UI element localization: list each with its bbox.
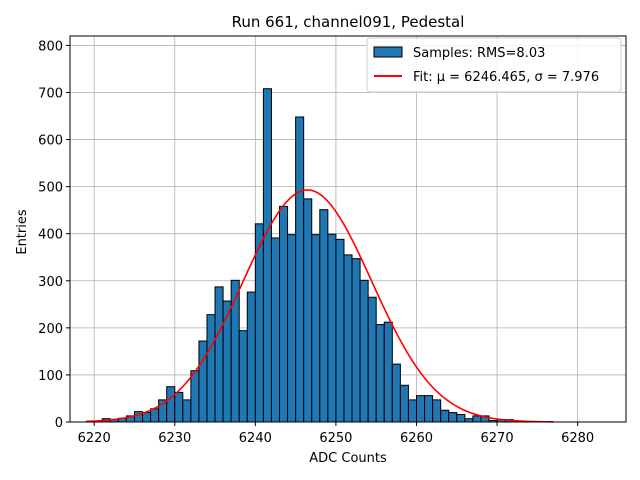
histogram-bar (238, 330, 248, 423)
grid-layer (70, 36, 626, 423)
histogram-bar (383, 321, 393, 423)
histogram-bar (343, 254, 353, 423)
legend-bar-swatch (373, 46, 403, 58)
histogram-bar (432, 399, 442, 423)
y-tick-label: 700 (38, 86, 63, 101)
histogram-bar (335, 238, 345, 423)
histogram-bar (472, 415, 482, 423)
chart-title: Run 661, channel091, Pedestal (232, 13, 465, 31)
histogram-bar (150, 408, 160, 423)
histogram-bar (190, 370, 200, 423)
y-tick-label: 300 (38, 275, 63, 290)
legend-fit-label: Fit: μ = 6246.465, σ = 7.976 (413, 70, 599, 85)
x-tick-label: 6250 (319, 431, 352, 446)
histogram-bar (166, 386, 176, 423)
histogram-bar (319, 209, 329, 423)
y-tick-label: 500 (38, 181, 63, 196)
histogram-bar (198, 340, 208, 423)
y-tick-label: 0 (55, 416, 63, 431)
x-ticks: 6220 6230 6240 6250 6260 6270 6280 (78, 422, 594, 446)
histogram-bar (174, 391, 184, 423)
x-axis-label: ADC Counts (309, 451, 387, 466)
histogram-bar (456, 413, 466, 423)
histogram-bar (391, 363, 401, 423)
legend-box (366, 37, 622, 93)
histogram-bar (407, 399, 417, 423)
histogram-bar (327, 233, 337, 423)
histogram-bar (230, 279, 240, 423)
histogram-bar (399, 384, 409, 423)
histogram-bar (415, 395, 426, 423)
y-tick-label: 600 (38, 134, 63, 149)
histogram-bar (424, 395, 434, 423)
y-tick-label: 200 (38, 322, 63, 337)
x-tick-label: 6260 (400, 431, 433, 446)
y-tick-label: 100 (38, 369, 63, 384)
histogram-bar (214, 286, 224, 423)
bars-layer (85, 88, 522, 423)
histogram-bar (246, 291, 256, 423)
histogram-bar (142, 412, 152, 423)
histogram-bar (270, 237, 281, 423)
x-tick-label: 6220 (78, 431, 111, 446)
histogram-bar (448, 412, 458, 423)
plot-frame (69, 35, 627, 423)
histogram-bar (440, 409, 450, 423)
x-tick-label: 6270 (481, 431, 514, 446)
legend: Samples: RMS=8.03 Fit: μ = 6246.465, σ =… (366, 37, 622, 93)
histogram-bar (359, 279, 369, 423)
histogram-bar (303, 198, 313, 423)
histogram-bar (287, 234, 297, 423)
histogram-bar (367, 296, 377, 423)
histogram-bar (375, 324, 385, 423)
histogram-bar (262, 88, 272, 423)
y-tick-label: 400 (38, 228, 63, 243)
x-tick-label: 6280 (561, 431, 594, 446)
x-tick-label: 6240 (239, 431, 272, 446)
histogram-bar (222, 300, 232, 423)
y-axis-label: Entries (15, 209, 30, 255)
histogram-bar (295, 116, 305, 423)
histogram-bar (206, 314, 216, 423)
histogram-bar (279, 205, 289, 423)
y-tick-label: 800 (38, 39, 63, 54)
gaussian-fit-line (86, 189, 554, 423)
histogram-bar (182, 399, 192, 423)
histogram-bar (351, 258, 361, 423)
x-tick-label: 6230 (158, 431, 191, 446)
legend-bar-label: Samples: RMS=8.03 (413, 46, 545, 61)
fit-layer (86, 189, 554, 423)
histogram-bar (311, 234, 321, 423)
y-ticks: 0 100 200 300 400 500 600 700 800 (38, 39, 70, 431)
